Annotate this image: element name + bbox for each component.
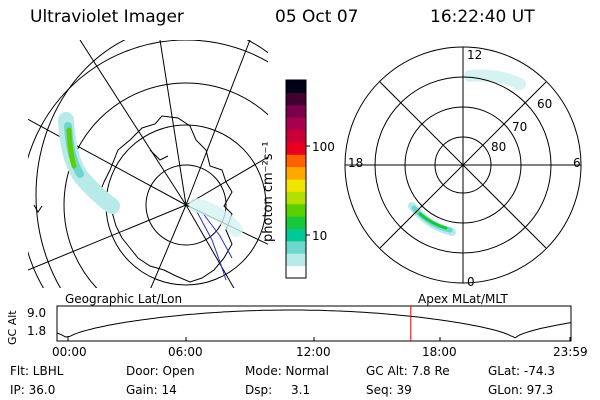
coastline [99,115,233,283]
lat-circle [145,164,227,246]
earth-limb [35,40,268,288]
colorbar-segment [286,80,306,93]
dsp-value: 3.1 [291,383,311,397]
colorbar-segment [286,117,306,130]
altitude-plot-frame [56,305,572,342]
mlt-label-18: 18 [348,156,364,170]
seq-status: Seq: 39 [366,383,412,397]
colorbar-segment [286,104,306,118]
geographic-map [28,40,268,288]
aurora-emission [189,198,243,237]
colorbar-segment [286,129,306,143]
instrument-title: Ultraviolet Imager [30,7,184,27]
meridian [159,40,187,206]
meridian [185,204,235,288]
colorbar-label-10: 10 [312,229,328,243]
colorbar-segment [286,179,306,192]
mlt-label-12: 12 [467,48,483,62]
glat-status: GLat: -74.3 [488,364,555,378]
satellite-footprint [195,209,227,281]
aurora-emission [418,212,448,230]
left-panel-caption: Geographic Lat/Lon [65,292,183,306]
altitude-ytick-max: 9.0 [27,306,47,320]
time-tick-0600: 06:00 [168,345,203,359]
filter-status: Flt: LBHL [10,364,64,378]
meridian [185,40,251,206]
satellite-footprint [201,211,233,259]
mode-status: Mode: Normal [245,364,329,378]
aurora-emission [66,127,77,169]
coastline [33,204,43,213]
altitude-plot [56,305,572,342]
gain-status: Gain: 14 [126,383,177,397]
right-panel-caption: Apex MLat/MLT [418,292,508,306]
mlat-label-60: 60 [537,97,553,111]
colorbar-segment [286,141,306,155]
ip-status: IP: 36.0 [10,383,56,397]
dsp-label: Dsp: [245,383,273,397]
mlat-label-70: 70 [512,120,528,134]
lat-circle [63,82,268,288]
colorbar-segment [286,216,306,229]
meridian [28,118,187,206]
mlat-label-80: 80 [491,140,507,154]
colorbar-segment [286,265,306,279]
colorbar-segment [286,203,306,217]
mlt-label-0: 0 [467,275,475,289]
image-date: 05 Oct 07 [275,7,359,27]
altitude-ylabel: GC Alt [6,310,19,345]
image-time: 16:22:40 UT [430,7,535,27]
meridian [28,204,187,271]
time-tick-2359: 23:59 [553,345,588,359]
colorbar-segment [286,191,306,205]
time-tick-0000: 00:00 [52,345,87,359]
colorbar-segment [286,166,306,180]
meridian [150,204,187,288]
colorbar-frame [285,79,307,279]
colorbar [285,79,307,279]
colorbar-segment [286,154,306,168]
colorbar-segment [286,92,306,106]
altitude-ytick-min: 1.8 [27,324,47,338]
glon-status: GLon: 97.3 [488,383,554,397]
mlat-mlt-polar-plot [344,46,582,284]
altitude-curve [56,309,572,339]
colorbar-segment [286,228,306,242]
aurora-emission [464,69,526,90]
colorbar-title: photon cm⁻²s⁻¹ [261,141,276,242]
colorbar-segment [286,240,306,254]
meridian [79,40,187,206]
mlt-label-6: 6 [573,156,581,170]
time-tick-1200: 12:00 [296,345,331,359]
colorbar-label-100: 100 [312,140,335,154]
meridian [185,156,268,206]
colorbar-segment [286,253,306,267]
coastline [149,149,169,161]
door-status: Door: Open [126,364,195,378]
time-tick-1800: 18:00 [422,345,457,359]
gc-alt-status: GC Alt: 7.8 Re [366,364,450,378]
